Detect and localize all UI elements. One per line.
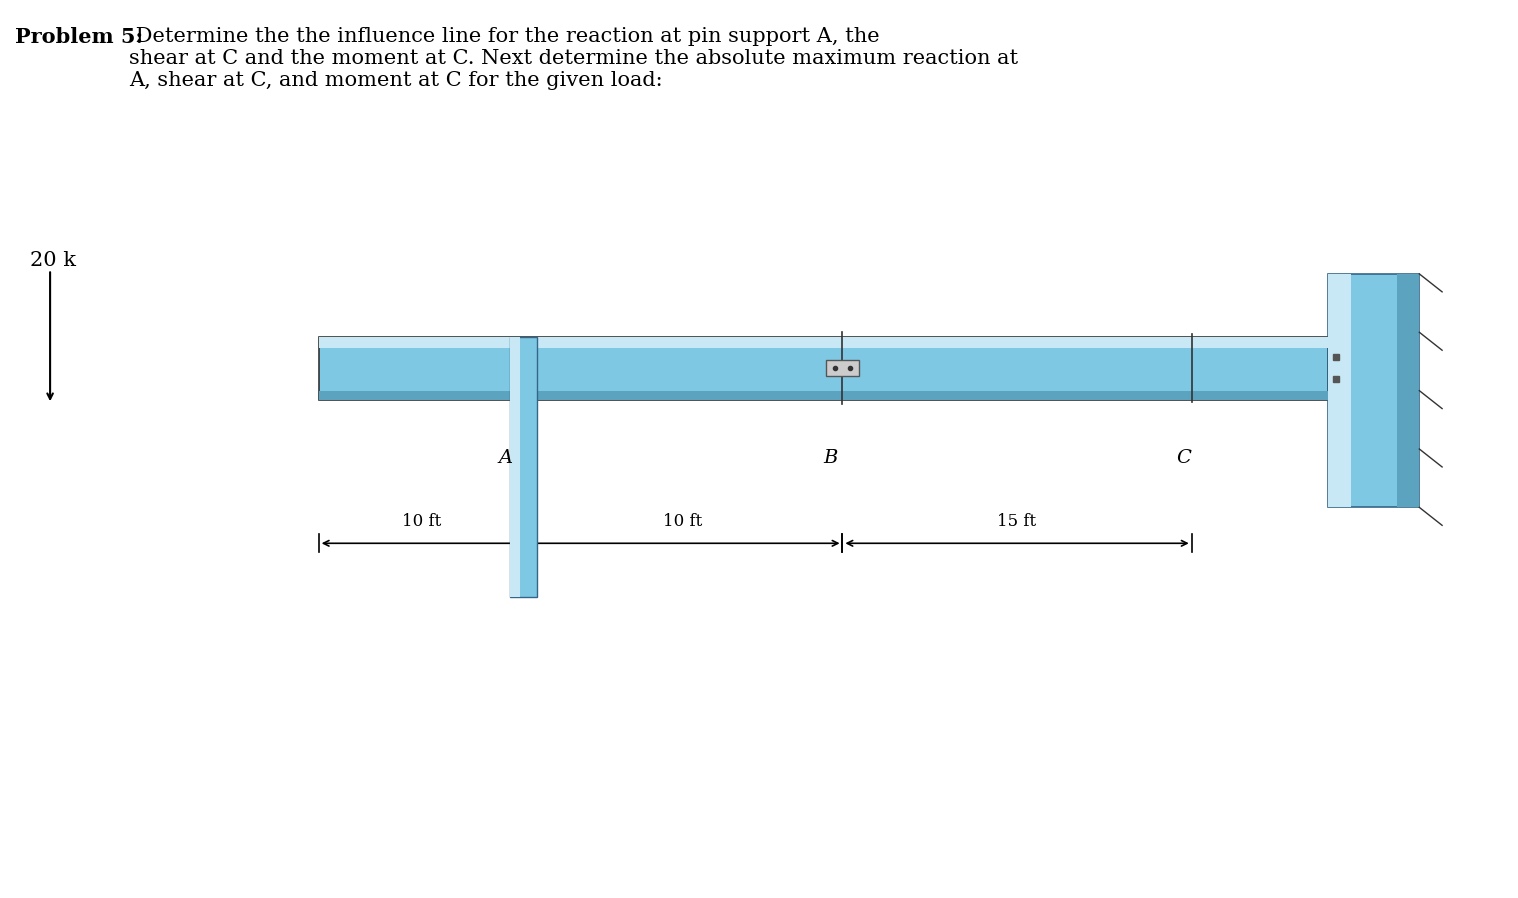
Text: 10 ft: 10 ft bbox=[663, 513, 703, 530]
Bar bbox=[1397, 274, 1419, 507]
Text: 15 ft: 15 ft bbox=[997, 513, 1037, 530]
Text: Problem 5:: Problem 5: bbox=[15, 27, 143, 47]
Text: 10 ft: 10 ft bbox=[402, 513, 440, 530]
Bar bbox=[319, 337, 1328, 348]
Text: Determine the the influence line for the reaction at pin support A, the
shear at: Determine the the influence line for the… bbox=[129, 27, 1019, 90]
Text: 20 k: 20 k bbox=[30, 251, 76, 270]
Bar bbox=[510, 337, 537, 597]
Bar bbox=[826, 360, 859, 376]
Bar bbox=[319, 391, 1328, 400]
Bar bbox=[319, 337, 1328, 400]
Bar bbox=[1328, 274, 1419, 507]
Bar bbox=[510, 337, 519, 597]
Text: A: A bbox=[498, 449, 513, 467]
Text: B: B bbox=[823, 449, 838, 467]
Text: C: C bbox=[1176, 449, 1192, 467]
Bar bbox=[1328, 274, 1351, 507]
